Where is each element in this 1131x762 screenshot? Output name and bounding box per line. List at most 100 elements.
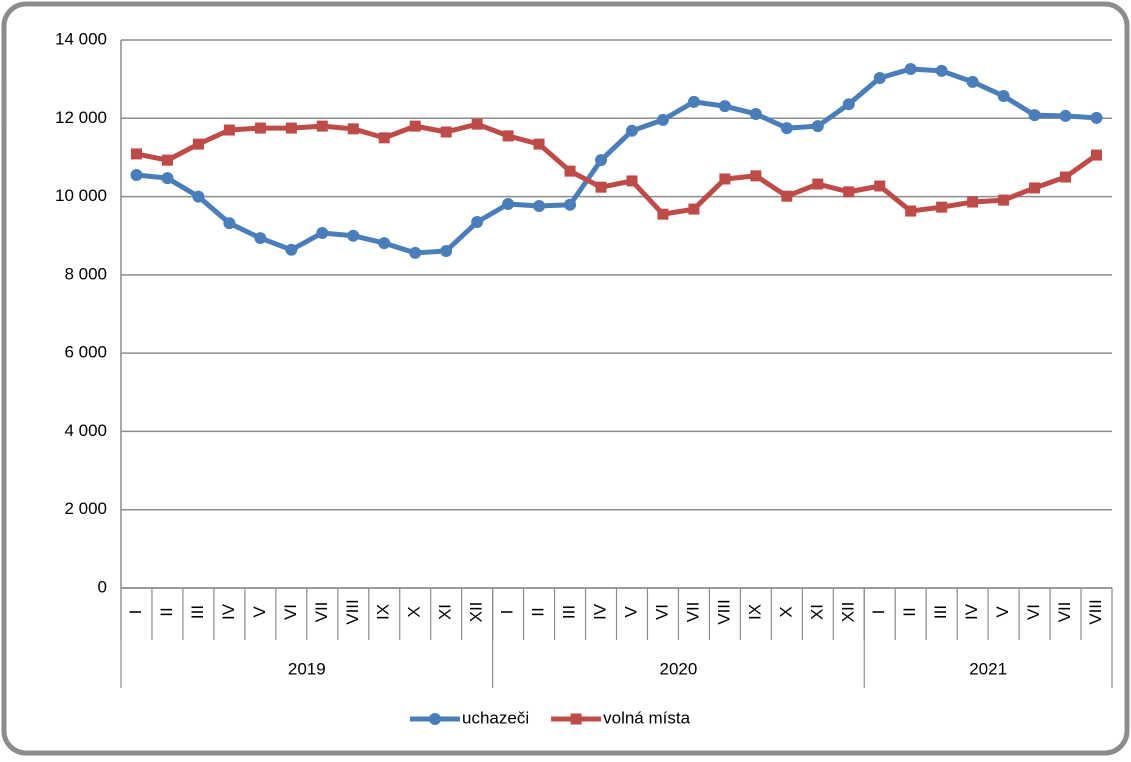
group-label: 2020 — [660, 659, 698, 678]
legend-label: uchazeči — [462, 708, 529, 727]
data-point — [161, 154, 173, 166]
data-point — [1028, 109, 1041, 122]
data-point — [656, 113, 669, 126]
y-tick-label: 0 — [98, 577, 107, 596]
data-point — [842, 98, 855, 111]
data-point — [130, 148, 142, 160]
data-point — [625, 124, 638, 137]
data-point — [595, 181, 607, 193]
y-tick-label: 6 000 — [64, 343, 107, 362]
data-point — [657, 208, 669, 220]
x-tick-label: III — [188, 605, 207, 619]
x-tick-label: VI — [652, 604, 671, 620]
data-point — [905, 205, 917, 217]
data-point — [533, 199, 546, 212]
x-tick-label: III — [560, 605, 579, 619]
data-point — [688, 203, 700, 215]
legend-swatch-marker — [429, 713, 441, 725]
data-point — [718, 100, 731, 113]
x-tick-label: III — [931, 605, 950, 619]
x-tick-label: VII — [312, 602, 331, 623]
data-point — [471, 118, 483, 130]
data-point — [378, 237, 391, 250]
data-point — [1060, 171, 1072, 183]
x-tick-label: I — [126, 610, 145, 615]
data-point — [223, 217, 236, 230]
data-point — [192, 138, 204, 150]
data-point — [440, 126, 452, 138]
y-tick-label: 4 000 — [64, 421, 107, 440]
data-point — [750, 170, 762, 182]
x-tick-label: IV — [591, 603, 610, 620]
x-tick-label: II — [529, 607, 548, 616]
x-tick-label: I — [869, 610, 888, 615]
x-tick-label: II — [157, 607, 176, 616]
data-point — [626, 175, 638, 187]
x-tick-label: V — [250, 606, 269, 618]
data-point — [471, 216, 484, 229]
x-tick-label: VIII — [714, 599, 733, 625]
data-point — [378, 132, 390, 144]
x-tick-label: VIII — [343, 599, 362, 625]
x-tick-label: VI — [281, 604, 300, 620]
data-point — [192, 190, 205, 203]
data-point — [936, 201, 948, 213]
data-point — [130, 169, 143, 182]
data-point — [533, 138, 545, 150]
x-tick-label: XII — [467, 602, 486, 623]
x-tick-label: VII — [683, 602, 702, 623]
data-point — [843, 186, 855, 198]
data-point — [873, 71, 886, 84]
data-point — [1059, 109, 1072, 122]
y-tick-label: 12 000 — [55, 108, 107, 127]
y-tick-label: 8 000 — [64, 264, 107, 283]
y-tick-label: 2 000 — [64, 499, 107, 518]
x-tick-label: IX — [745, 604, 764, 620]
data-point — [285, 122, 297, 134]
data-point — [966, 75, 979, 88]
x-tick-label: V — [621, 606, 640, 618]
data-point — [254, 232, 267, 245]
data-point — [502, 198, 515, 211]
x-tick-label: VIII — [1086, 599, 1105, 625]
x-tick-label: XI — [436, 604, 455, 620]
data-point — [781, 190, 793, 202]
data-point — [564, 198, 577, 211]
data-point — [409, 120, 421, 132]
data-point — [316, 226, 329, 239]
data-point — [749, 107, 762, 120]
data-point — [1029, 182, 1041, 194]
x-tick-label: X — [776, 606, 795, 617]
data-point — [967, 196, 979, 208]
legend-label: volná místa — [603, 708, 690, 727]
data-point — [1091, 149, 1103, 161]
data-point — [564, 165, 576, 177]
data-point — [687, 95, 700, 108]
data-point — [440, 244, 453, 257]
data-point — [595, 154, 608, 167]
x-tick-label: I — [498, 610, 517, 615]
data-point — [719, 173, 731, 185]
legend-swatch-marker — [570, 713, 582, 725]
data-point — [161, 172, 174, 185]
group-label: 2019 — [288, 659, 326, 678]
data-point — [780, 122, 793, 135]
data-point — [502, 130, 514, 142]
data-point — [347, 123, 359, 135]
data-point — [254, 122, 266, 134]
x-tick-label: X — [405, 606, 424, 617]
data-point — [285, 243, 298, 256]
data-point — [811, 120, 824, 133]
x-tick-label: II — [900, 607, 919, 616]
x-tick-label: XI — [807, 604, 826, 620]
x-tick-label: V — [993, 606, 1012, 618]
x-tick-label: VII — [1055, 602, 1074, 623]
data-point — [997, 89, 1010, 102]
data-point — [316, 120, 328, 132]
x-tick-label: IV — [962, 603, 981, 620]
x-tick-label: VI — [1024, 604, 1043, 620]
group-label: 2021 — [969, 659, 1007, 678]
data-point — [904, 62, 917, 75]
data-point — [409, 246, 422, 259]
